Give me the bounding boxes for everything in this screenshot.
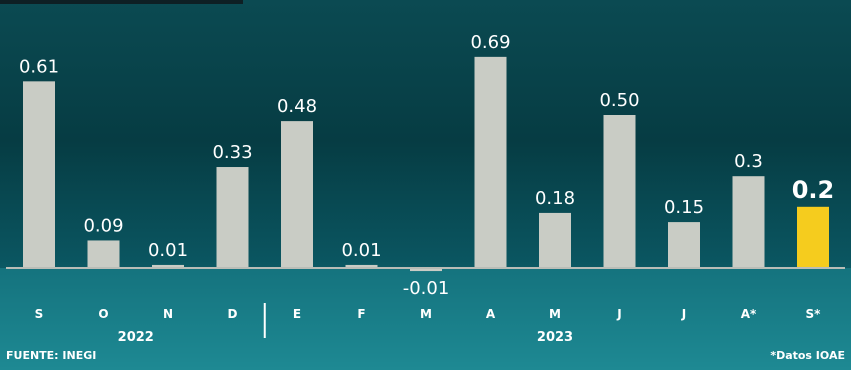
x-tick-label: S xyxy=(35,307,44,321)
data-label: 0.61 xyxy=(19,56,59,77)
bar xyxy=(345,264,378,268)
data-label: 0.09 xyxy=(83,215,123,236)
x-tick-label: O xyxy=(98,307,108,321)
data-label: 0.69 xyxy=(470,32,510,53)
data-label: 0.48 xyxy=(277,96,317,117)
x-tick-label: J xyxy=(681,307,686,321)
bar xyxy=(281,121,313,269)
axis-band xyxy=(0,268,851,370)
bar xyxy=(732,176,765,268)
bar-highlight xyxy=(797,206,829,268)
x-tick-label: M xyxy=(420,307,432,321)
data-label: -0.01 xyxy=(403,278,450,299)
year-label: 2022 xyxy=(118,330,154,345)
x-tick-label: N xyxy=(163,307,173,321)
x-tick-label: J xyxy=(616,307,621,321)
bar xyxy=(474,56,507,268)
bar xyxy=(603,115,636,268)
x-tick-label: A* xyxy=(741,307,757,321)
data-label: 0.01 xyxy=(341,240,381,261)
data-label: 0.15 xyxy=(664,197,704,218)
top-accent-bar xyxy=(0,0,243,4)
data-label: 0.2 xyxy=(792,176,835,204)
data-label: 0.18 xyxy=(535,188,575,209)
bar xyxy=(668,222,700,268)
x-tick-label: E xyxy=(293,307,301,321)
source-note: FUENTE: INEGI xyxy=(6,349,97,362)
bar xyxy=(216,167,249,268)
year-label: 2023 xyxy=(537,330,573,345)
x-tick-label: S* xyxy=(806,307,822,321)
x-tick-label: M xyxy=(549,307,561,321)
bar xyxy=(539,212,571,268)
bar xyxy=(152,264,184,268)
footnote: *Datos IOAE xyxy=(770,349,845,362)
bar xyxy=(87,240,120,268)
data-label: 0.33 xyxy=(212,142,252,163)
data-label: 0.50 xyxy=(599,90,639,111)
data-label: 0.3 xyxy=(734,151,763,172)
bar xyxy=(410,268,442,272)
x-tick-label: A xyxy=(486,307,496,321)
x-tick-label: F xyxy=(357,307,365,321)
x-tick-label: D xyxy=(228,307,238,321)
data-label: 0.01 xyxy=(148,240,188,261)
bar xyxy=(23,81,55,268)
